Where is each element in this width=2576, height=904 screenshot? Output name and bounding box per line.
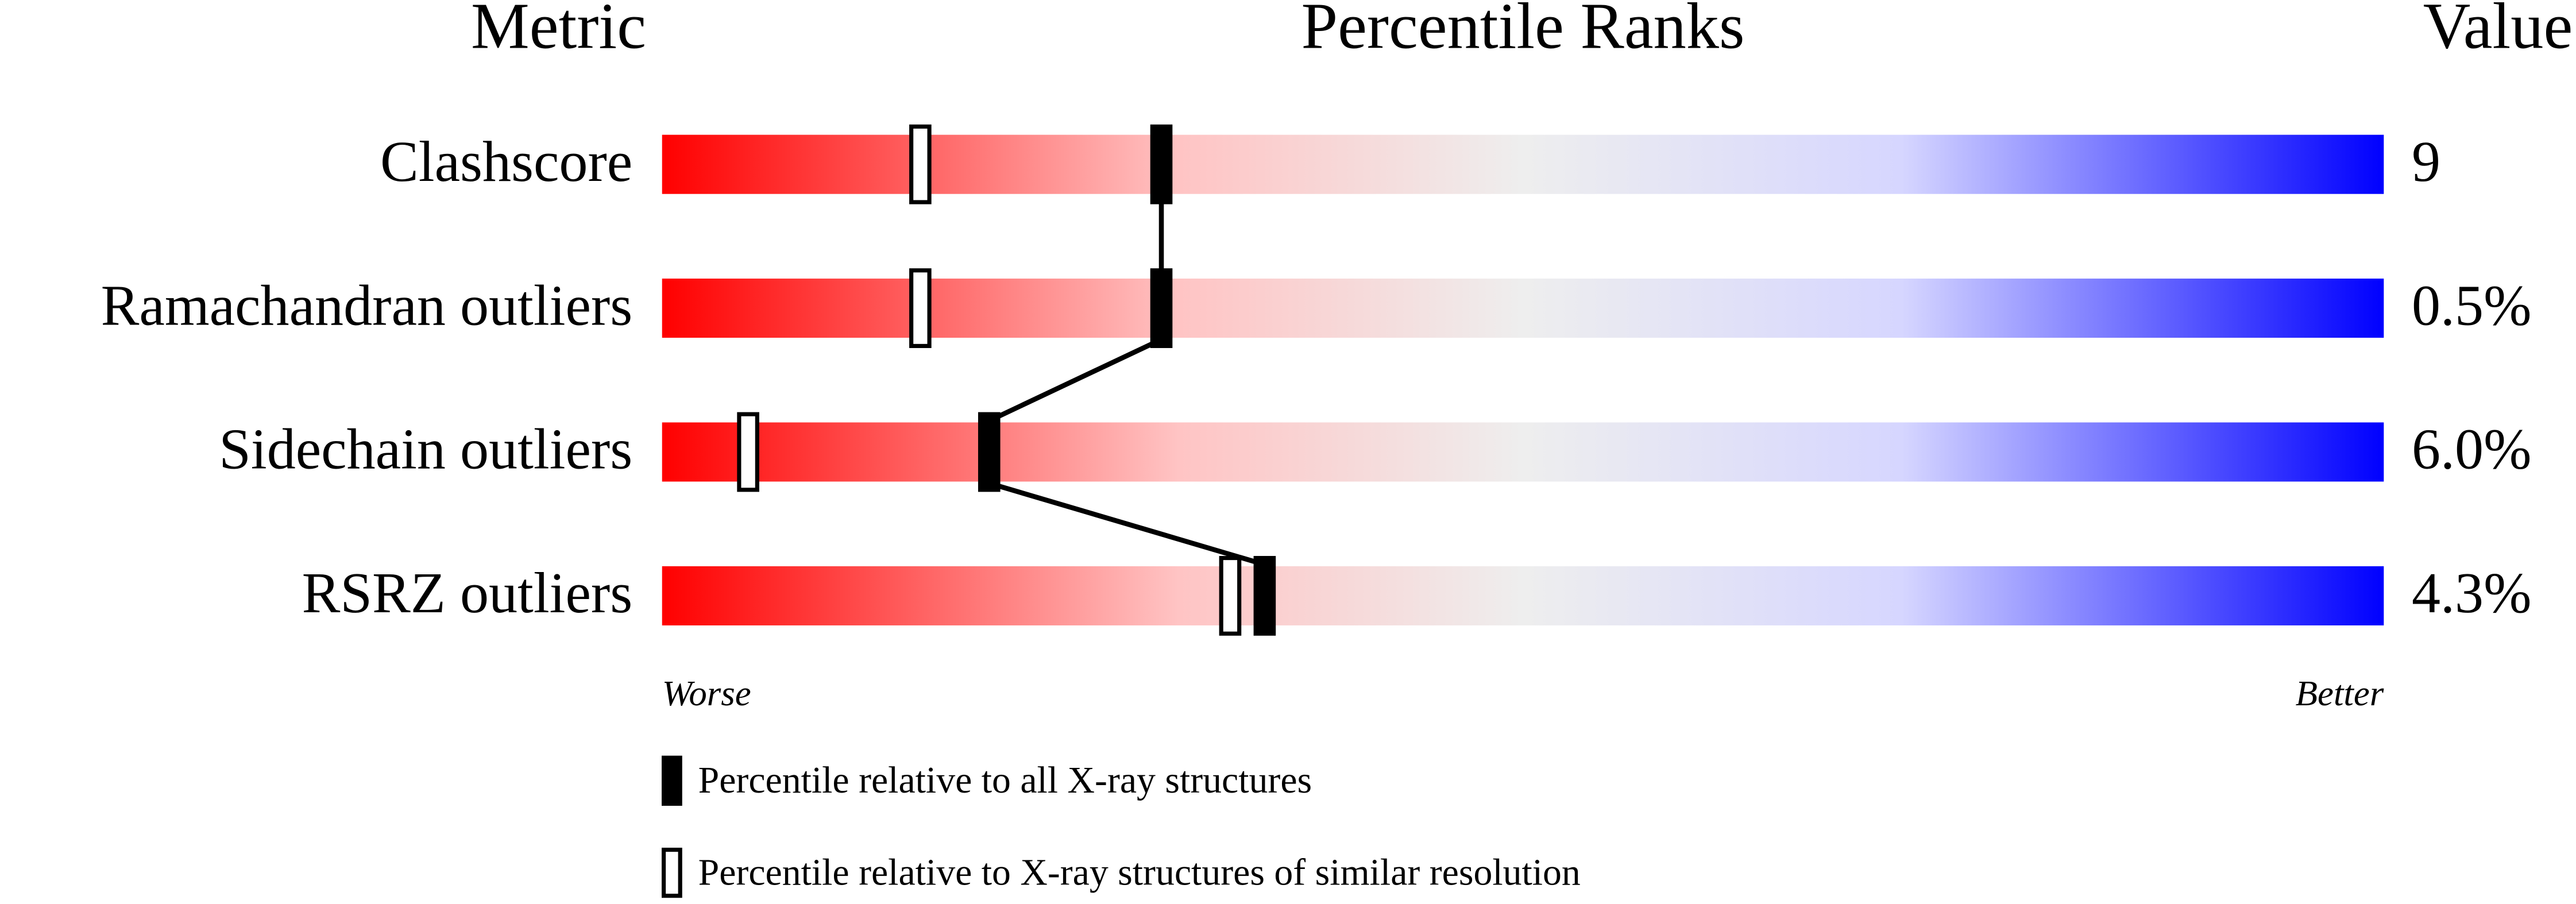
percentile-marker (1253, 556, 1276, 636)
legend-marker (661, 847, 682, 898)
legend-marker (661, 755, 682, 806)
metric-label: Sidechain outliers (219, 418, 632, 481)
percentile-marker (737, 412, 759, 492)
rank-bar (662, 566, 2384, 625)
legend-label: Percentile relative to all X-ray structu… (698, 759, 1312, 801)
percentile-marker (909, 124, 932, 204)
metric-label: RSRZ outliers (302, 561, 633, 625)
header: Value (2423, 0, 2573, 63)
metric-label: Clashscore (380, 130, 632, 194)
percentile-marker (1150, 268, 1173, 348)
metric-value: 0.5% (2412, 273, 2532, 337)
header: Metric (471, 0, 646, 63)
percentile-marker (909, 268, 932, 348)
connector (988, 481, 1266, 567)
metric-value: 4.3% (2412, 561, 2532, 625)
percentile-marker (978, 412, 1001, 492)
axis-label: Better (2296, 673, 2384, 713)
rank-bar (662, 279, 2384, 338)
metric-value: 6.0% (2412, 418, 2532, 481)
metric-label: Ramachandran outliers (101, 273, 633, 337)
rank-bar (662, 422, 2384, 482)
legend-label: Percentile relative to X-ray structures … (698, 851, 1581, 893)
percentile-marker (1150, 124, 1173, 204)
percentile-marker (1219, 556, 1242, 636)
connector (988, 337, 1163, 423)
axis-label: Worse (662, 673, 751, 713)
header: Percentile Ranks (1301, 0, 1745, 63)
metric-value: 9 (2412, 130, 2440, 194)
rank-bar (662, 134, 2384, 194)
